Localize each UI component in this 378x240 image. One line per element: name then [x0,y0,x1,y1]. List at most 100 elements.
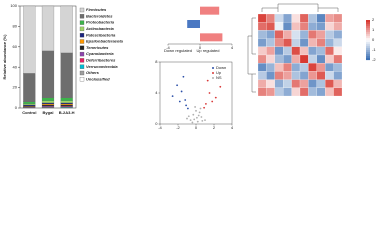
heatmap-cell [325,54,334,64]
heatmap-cell [283,71,292,80]
y-tick-label: 8 [155,59,158,64]
bar-segment [60,102,73,105]
point [180,90,183,93]
heatmap-cell [316,87,326,97]
x-tick-label: 0 [195,125,198,130]
legend-swatch [79,70,85,76]
point [196,116,198,119]
colorbar [366,48,370,51]
heatmap-cell [291,71,301,80]
heatmap-cell [283,79,292,88]
heatmap-cell [325,22,334,31]
bar-segment [23,5,36,74]
x-tick-label: Control [22,110,36,115]
heatmap-cell [299,46,309,56]
point [196,120,199,123]
point [197,114,200,117]
heatmap-cell [316,22,326,31]
colorbar [366,26,370,29]
heatmap-cell [283,46,292,56]
y-tick-label: 20 [13,85,18,90]
legend-swatch [212,67,214,69]
legend-label: Down regulated [164,48,192,53]
legend-swatch [79,64,85,69]
point [219,85,222,88]
legend-label: Patescibacteria [86,32,116,37]
heatmap-cell [325,30,334,39]
point [171,95,174,97]
point [206,79,209,82]
x-tick-label: 4 [231,125,234,130]
heatmap-cell [308,46,317,56]
y-tick-label: 100 [10,3,17,8]
heatmap-cell [257,63,267,72]
heatmap-cell [257,22,267,31]
dendrogram [261,3,339,12]
legend-label: Cyanobacteria [86,51,114,56]
bar-segment [23,104,36,107]
heatmap-cell [333,22,343,31]
legend-label: Up regulated [197,48,220,53]
legend-swatch [79,26,85,32]
bar-segment [60,97,73,101]
heatmap-cell [299,13,309,23]
legend-swatch [79,45,85,50]
colorbar [366,50,370,53]
heatmap-cell [325,87,334,97]
x-tick-label: B-2A3-H [59,110,75,115]
colorbar-label: 0 [372,37,375,42]
point [191,121,194,124]
bar-segment [41,102,55,105]
y-tick-label: 0 [15,105,18,110]
x-tick-label: Bygal [43,110,54,115]
x-tick-label: 0 [199,45,202,50]
y-tick-label: 0 [155,121,158,126]
heatmap-cell [333,63,343,72]
point [200,116,203,118]
bar-segment [41,5,55,51]
heatmap-cell [266,30,275,39]
colorbar [366,52,370,55]
legend-label: Down [216,65,226,70]
point [195,109,197,112]
legend-label: Proteobacteria [86,20,115,25]
legend-label: Unclassified [86,76,110,81]
x-tick-label: -4 [158,125,162,130]
heatmap-cell [257,87,267,97]
legend-swatch [212,77,214,79]
point [192,113,195,116]
legend-label: Epsilonbacteraeota [86,39,124,44]
point [176,84,179,87]
point [204,119,206,122]
heatmap-cell [316,13,326,23]
bar-segment [23,103,36,106]
heatmap-cell [316,38,326,47]
legend-swatch [79,51,85,57]
legend-label: NS [216,75,222,80]
point [208,92,211,94]
heatmap-cell [274,38,284,47]
heatmap-cell [325,63,334,72]
colorbar-label: 2 [372,17,375,22]
heatmap-cell [299,38,309,47]
legend-swatch [79,14,85,19]
bar-segment [23,73,36,102]
plot-frame [159,61,233,125]
colorbar-label: -2 [372,57,376,62]
colorbar [366,22,370,25]
heatmap-cell [274,13,284,23]
heatmap-cell [266,87,275,97]
y-tick-label: 80 [13,23,18,28]
heatmap-cell [333,71,343,80]
heatmap-cell [257,13,267,23]
point [193,118,196,121]
heatmap-cell [274,71,284,80]
point [182,75,185,78]
bar-segment [23,101,36,105]
heatmap-cell [266,22,275,31]
point [203,106,206,109]
point [184,99,187,101]
heatmap-cell [333,30,343,39]
x-tick-label: -4 [166,45,170,50]
